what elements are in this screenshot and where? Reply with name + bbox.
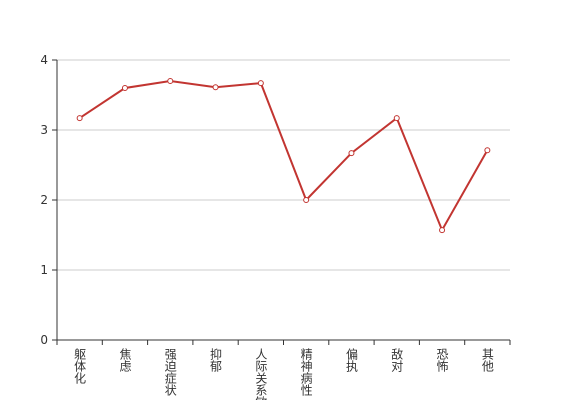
point [76,115,83,122]
point [167,78,174,84]
point [439,227,446,234]
point [484,147,491,154]
x-tick-label: 焦虑 [118,348,132,372]
x-tick-label: 精神病性 [299,348,313,397]
x-tick-label: 躯体化 [73,347,87,385]
y-tick-label: 4 [40,53,48,67]
x-tick-label: 抑郁 [209,347,223,373]
x-tick-label: 敌对 [390,347,404,372]
point [348,150,355,157]
point [212,84,219,91]
line [79,79,489,233]
point [121,85,128,91]
y-tick-label: 0 [40,333,48,347]
y-tick-label: 3 [40,123,48,137]
point [393,115,400,122]
x-tick-label: 强迫症状 [163,348,177,396]
x-tick-label: 恐怖 [435,348,449,372]
x-tick-label: 偏执 [344,347,358,373]
point [257,80,264,87]
point [303,197,310,203]
x-tick-label: 人际关系敏感 [254,348,268,400]
y-tick-label: 1 [40,263,48,277]
x-tick-label: 其他 [480,348,494,372]
y-tick-label: 2 [40,193,48,207]
